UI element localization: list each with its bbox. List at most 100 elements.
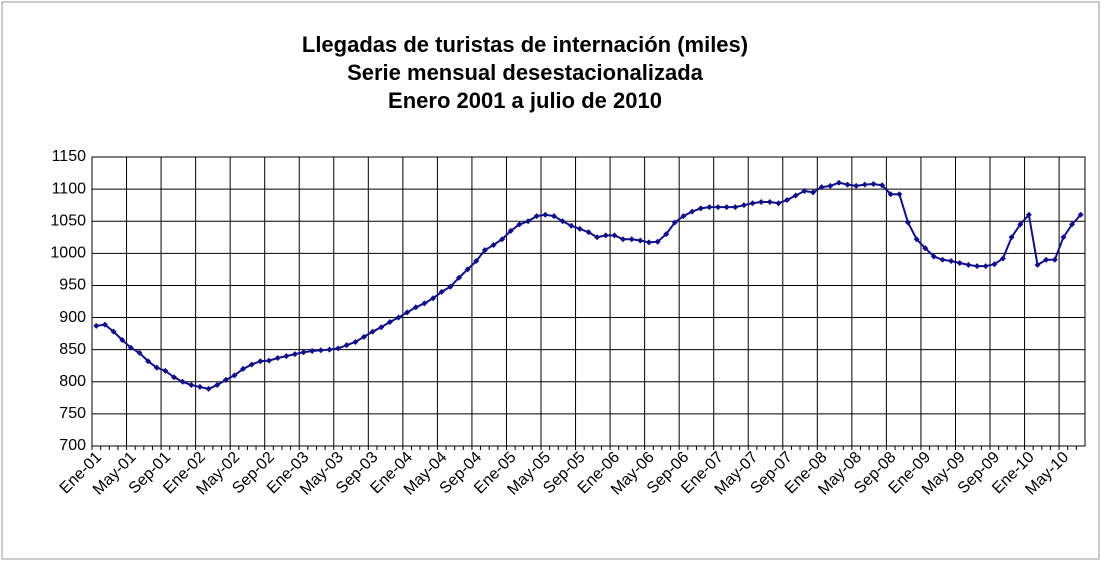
data-point xyxy=(740,202,747,209)
data-point xyxy=(732,204,739,211)
data-point xyxy=(879,182,886,189)
y-tick-label: 900 xyxy=(59,309,86,326)
data-point xyxy=(801,188,808,195)
data-point xyxy=(835,179,842,186)
data-point xyxy=(525,218,532,225)
data-point xyxy=(723,204,730,211)
data-point xyxy=(775,200,782,207)
data-point xyxy=(317,347,324,354)
data-point xyxy=(248,361,255,368)
data-point xyxy=(999,255,1006,262)
data-point xyxy=(196,383,203,390)
data-point xyxy=(291,351,298,358)
data-point xyxy=(542,211,549,218)
data-point xyxy=(680,213,687,220)
data-point xyxy=(395,314,402,321)
data-point xyxy=(715,204,722,211)
data-point xyxy=(430,295,437,302)
data-point xyxy=(136,349,143,356)
data-point xyxy=(568,222,575,229)
data-point xyxy=(179,378,186,385)
data-point xyxy=(507,227,514,234)
data-point xyxy=(473,258,480,265)
data-point xyxy=(1077,211,1084,218)
data-point xyxy=(697,205,704,212)
data-point xyxy=(974,263,981,270)
data-point xyxy=(706,204,713,211)
chart-subtitle: Enero 2001 a julio de 2010 xyxy=(388,88,662,113)
data-point xyxy=(1025,211,1032,218)
data-point xyxy=(861,181,868,188)
y-tick-label: 1000 xyxy=(50,245,86,262)
data-point xyxy=(369,328,376,335)
data-point xyxy=(611,232,618,239)
data-point xyxy=(171,374,178,381)
data-point xyxy=(352,338,359,345)
y-tick-label: 750 xyxy=(59,405,86,422)
data-point xyxy=(404,309,411,316)
data-point xyxy=(576,225,583,232)
data-point xyxy=(274,355,281,362)
data-point xyxy=(93,322,100,329)
y-tick-label: 700 xyxy=(59,437,86,454)
data-point xyxy=(844,181,851,188)
data-point xyxy=(870,180,877,187)
data-point xyxy=(499,236,506,243)
data-point xyxy=(300,349,307,356)
y-tick-label: 1100 xyxy=(52,180,87,197)
data-point xyxy=(810,189,817,196)
data-point xyxy=(896,191,903,198)
data-point xyxy=(205,385,212,392)
data-point xyxy=(231,372,238,379)
data-point xyxy=(991,261,998,268)
data-point xyxy=(455,274,462,281)
data-point xyxy=(620,236,627,243)
data-point xyxy=(1060,234,1067,241)
data-point xyxy=(550,213,557,220)
y-tick-label: 1150 xyxy=(52,148,87,165)
data-point xyxy=(1043,256,1050,263)
data-point xyxy=(887,191,894,198)
data-point xyxy=(464,266,471,273)
data-point xyxy=(766,198,773,205)
data-point xyxy=(637,237,644,244)
data-point xyxy=(948,258,955,265)
data-point xyxy=(516,221,523,228)
data-point xyxy=(386,319,393,326)
data-point xyxy=(309,347,316,354)
data-point xyxy=(447,283,454,290)
data-point xyxy=(594,234,601,241)
data-point xyxy=(939,256,946,263)
data-point xyxy=(127,344,134,351)
data-point xyxy=(827,182,834,189)
data-point xyxy=(784,197,791,204)
data-point xyxy=(378,324,385,331)
data-point xyxy=(559,218,566,225)
data-point xyxy=(412,304,419,311)
data-point xyxy=(240,365,247,372)
data-point xyxy=(153,364,160,371)
data-point xyxy=(119,337,126,344)
data-point xyxy=(110,328,117,335)
data-point xyxy=(481,247,488,254)
y-tick-label: 800 xyxy=(59,373,86,390)
data-point xyxy=(671,219,678,226)
data-point xyxy=(490,241,497,248)
data-point xyxy=(533,213,540,220)
data-point xyxy=(663,231,670,238)
data-point xyxy=(1051,256,1058,263)
data-point xyxy=(283,353,290,360)
data-point xyxy=(758,198,765,205)
data-point xyxy=(645,239,652,246)
y-tick-label: 950 xyxy=(59,277,86,294)
data-point xyxy=(162,367,169,374)
data-point xyxy=(1008,234,1015,241)
data-point xyxy=(214,381,221,388)
data-point xyxy=(1017,221,1024,228)
data-point xyxy=(585,229,592,236)
data-point xyxy=(335,345,342,352)
data-point xyxy=(818,184,825,191)
data-point xyxy=(101,321,108,328)
data-point xyxy=(930,253,937,260)
data-point xyxy=(922,245,929,252)
